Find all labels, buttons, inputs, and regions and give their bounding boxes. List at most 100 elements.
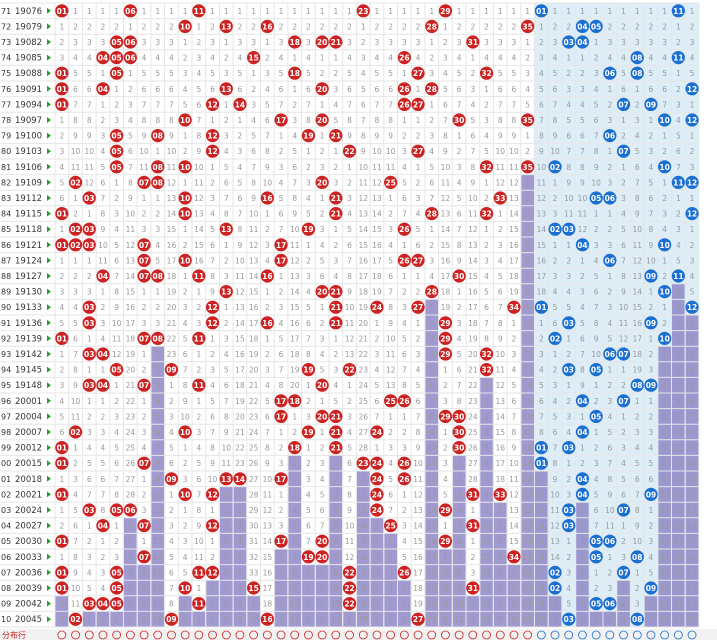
- red-ball-label: 14: [235, 100, 245, 109]
- red-miss-count: 1: [320, 194, 325, 203]
- red-miss-count: 4: [416, 366, 421, 375]
- red-miss-count: 17: [290, 334, 300, 343]
- blue-miss-count: 15: [674, 506, 684, 515]
- blue-miss-count: 1: [649, 116, 654, 125]
- blue-miss-count: 17: [687, 568, 697, 577]
- red-ball: [479, 347, 494, 361]
- blue-miss-count: 8: [621, 272, 626, 281]
- red-miss-count: 3: [87, 553, 92, 562]
- red-miss-count: 3: [416, 194, 421, 203]
- arrow-icon: [47, 491, 51, 498]
- red-ball: [247, 581, 261, 595]
- red-ball-label: 20: [317, 288, 327, 297]
- red-miss-count: 20: [126, 366, 136, 375]
- red-miss-count: 1: [375, 522, 380, 531]
- red-miss-count: 9: [238, 615, 243, 624]
- red-miss-count: 15: [441, 241, 451, 250]
- red-miss-count: 3: [443, 459, 448, 468]
- red-ball: [110, 363, 124, 377]
- red-miss-count: 3: [306, 412, 311, 421]
- red-miss-count: 10: [139, 147, 149, 156]
- blue-miss-count: 2: [594, 584, 599, 593]
- red-miss-count: 2: [155, 22, 160, 31]
- red-ball: [178, 207, 192, 221]
- red-miss-count: 8: [128, 178, 133, 187]
- red-miss-count: 3: [279, 584, 284, 593]
- red-miss-count: 14: [194, 225, 204, 234]
- blue-miss-count: 4: [580, 553, 585, 562]
- red-miss-count: 11: [71, 163, 81, 172]
- blue-miss-count: 9: [539, 600, 544, 609]
- red-ball: [342, 144, 357, 158]
- blue-miss-count: 2: [607, 22, 612, 31]
- red-miss-count: 1: [320, 397, 325, 406]
- red-miss-count: 2: [402, 288, 407, 297]
- red-miss-count: 2: [183, 288, 188, 297]
- red-miss-count: 1: [402, 116, 407, 125]
- blue-ball: [562, 441, 576, 455]
- red-miss-count: 9: [498, 334, 503, 343]
- red-miss-count: 4: [169, 54, 174, 63]
- red-miss-count: 1: [429, 303, 434, 312]
- red-miss-count: 14: [372, 210, 382, 219]
- blue-miss-count: 1: [553, 241, 558, 250]
- red-ball: [164, 363, 179, 377]
- red-ball-label: 26: [399, 54, 409, 63]
- red-ball-label: 21: [331, 412, 341, 421]
- red-miss-count: 9: [265, 163, 270, 172]
- red-ball-label: 09: [166, 475, 176, 484]
- red-miss-count: 3: [59, 54, 64, 63]
- red-miss-count: 2: [388, 428, 393, 437]
- red-miss-count: 4: [361, 522, 366, 531]
- red-ball: [301, 129, 316, 143]
- red-ball: [137, 456, 151, 470]
- blue-ball-label: 03: [564, 444, 574, 453]
- red-ball: [356, 4, 370, 18]
- red-miss-count: 17: [413, 568, 423, 577]
- red-miss-count: 19: [290, 366, 300, 375]
- issue-number: 19121: [15, 241, 42, 251]
- blue-miss-count: 9: [662, 475, 667, 484]
- red-ball: [397, 222, 411, 236]
- blue-miss-count: 2: [594, 225, 599, 234]
- blue-miss-count: 1: [690, 225, 695, 234]
- blue-ball: [685, 113, 699, 127]
- red-miss-count: 4: [169, 428, 174, 437]
- blue-miss-count: 2: [662, 366, 667, 375]
- red-miss-count: 12: [495, 381, 505, 390]
- red-miss-count: 8: [484, 490, 489, 499]
- blue-miss-count: 4: [580, 303, 585, 312]
- red-miss-count: 4: [265, 85, 270, 94]
- red-miss-count: 4: [402, 537, 407, 546]
- blue-miss-count: 11: [674, 444, 684, 453]
- blue-miss-count: 1: [566, 241, 571, 250]
- red-miss-count: 3: [429, 334, 434, 343]
- red-ball-label: 22: [344, 584, 354, 593]
- blue-miss-count: 11: [564, 210, 574, 219]
- red-ball-label: 01: [57, 334, 67, 343]
- red-miss-count: 1: [183, 178, 188, 187]
- red-ball-label: 28: [427, 288, 437, 297]
- red-miss-count: 14: [413, 522, 423, 531]
- red-ball-label: 02: [70, 615, 80, 624]
- row-number: 74: [1, 54, 11, 63]
- blue-miss-count: 2: [649, 132, 654, 141]
- red-ball-label: 11: [194, 334, 204, 343]
- red-miss-count: 8: [443, 132, 448, 141]
- red-miss-count: 2: [224, 319, 229, 328]
- red-miss-count: 10: [509, 147, 519, 156]
- blue-ball: [548, 565, 562, 580]
- blue-miss-count: 1: [621, 412, 626, 421]
- red-miss-count: 2: [265, 350, 270, 359]
- red-miss-count: 1: [402, 584, 407, 593]
- blue-miss-count: 14: [537, 225, 547, 234]
- blue-miss-count: 1: [607, 272, 612, 281]
- red-miss-count: 6: [306, 85, 311, 94]
- red-ball: [192, 565, 206, 580]
- red-ball: [370, 300, 384, 314]
- red-miss-count: 7: [128, 163, 133, 172]
- blue-miss-count: 11: [632, 241, 642, 250]
- red-miss-count: 2: [169, 397, 174, 406]
- red-miss-count: 1: [196, 288, 201, 297]
- red-miss-count: 9: [347, 288, 352, 297]
